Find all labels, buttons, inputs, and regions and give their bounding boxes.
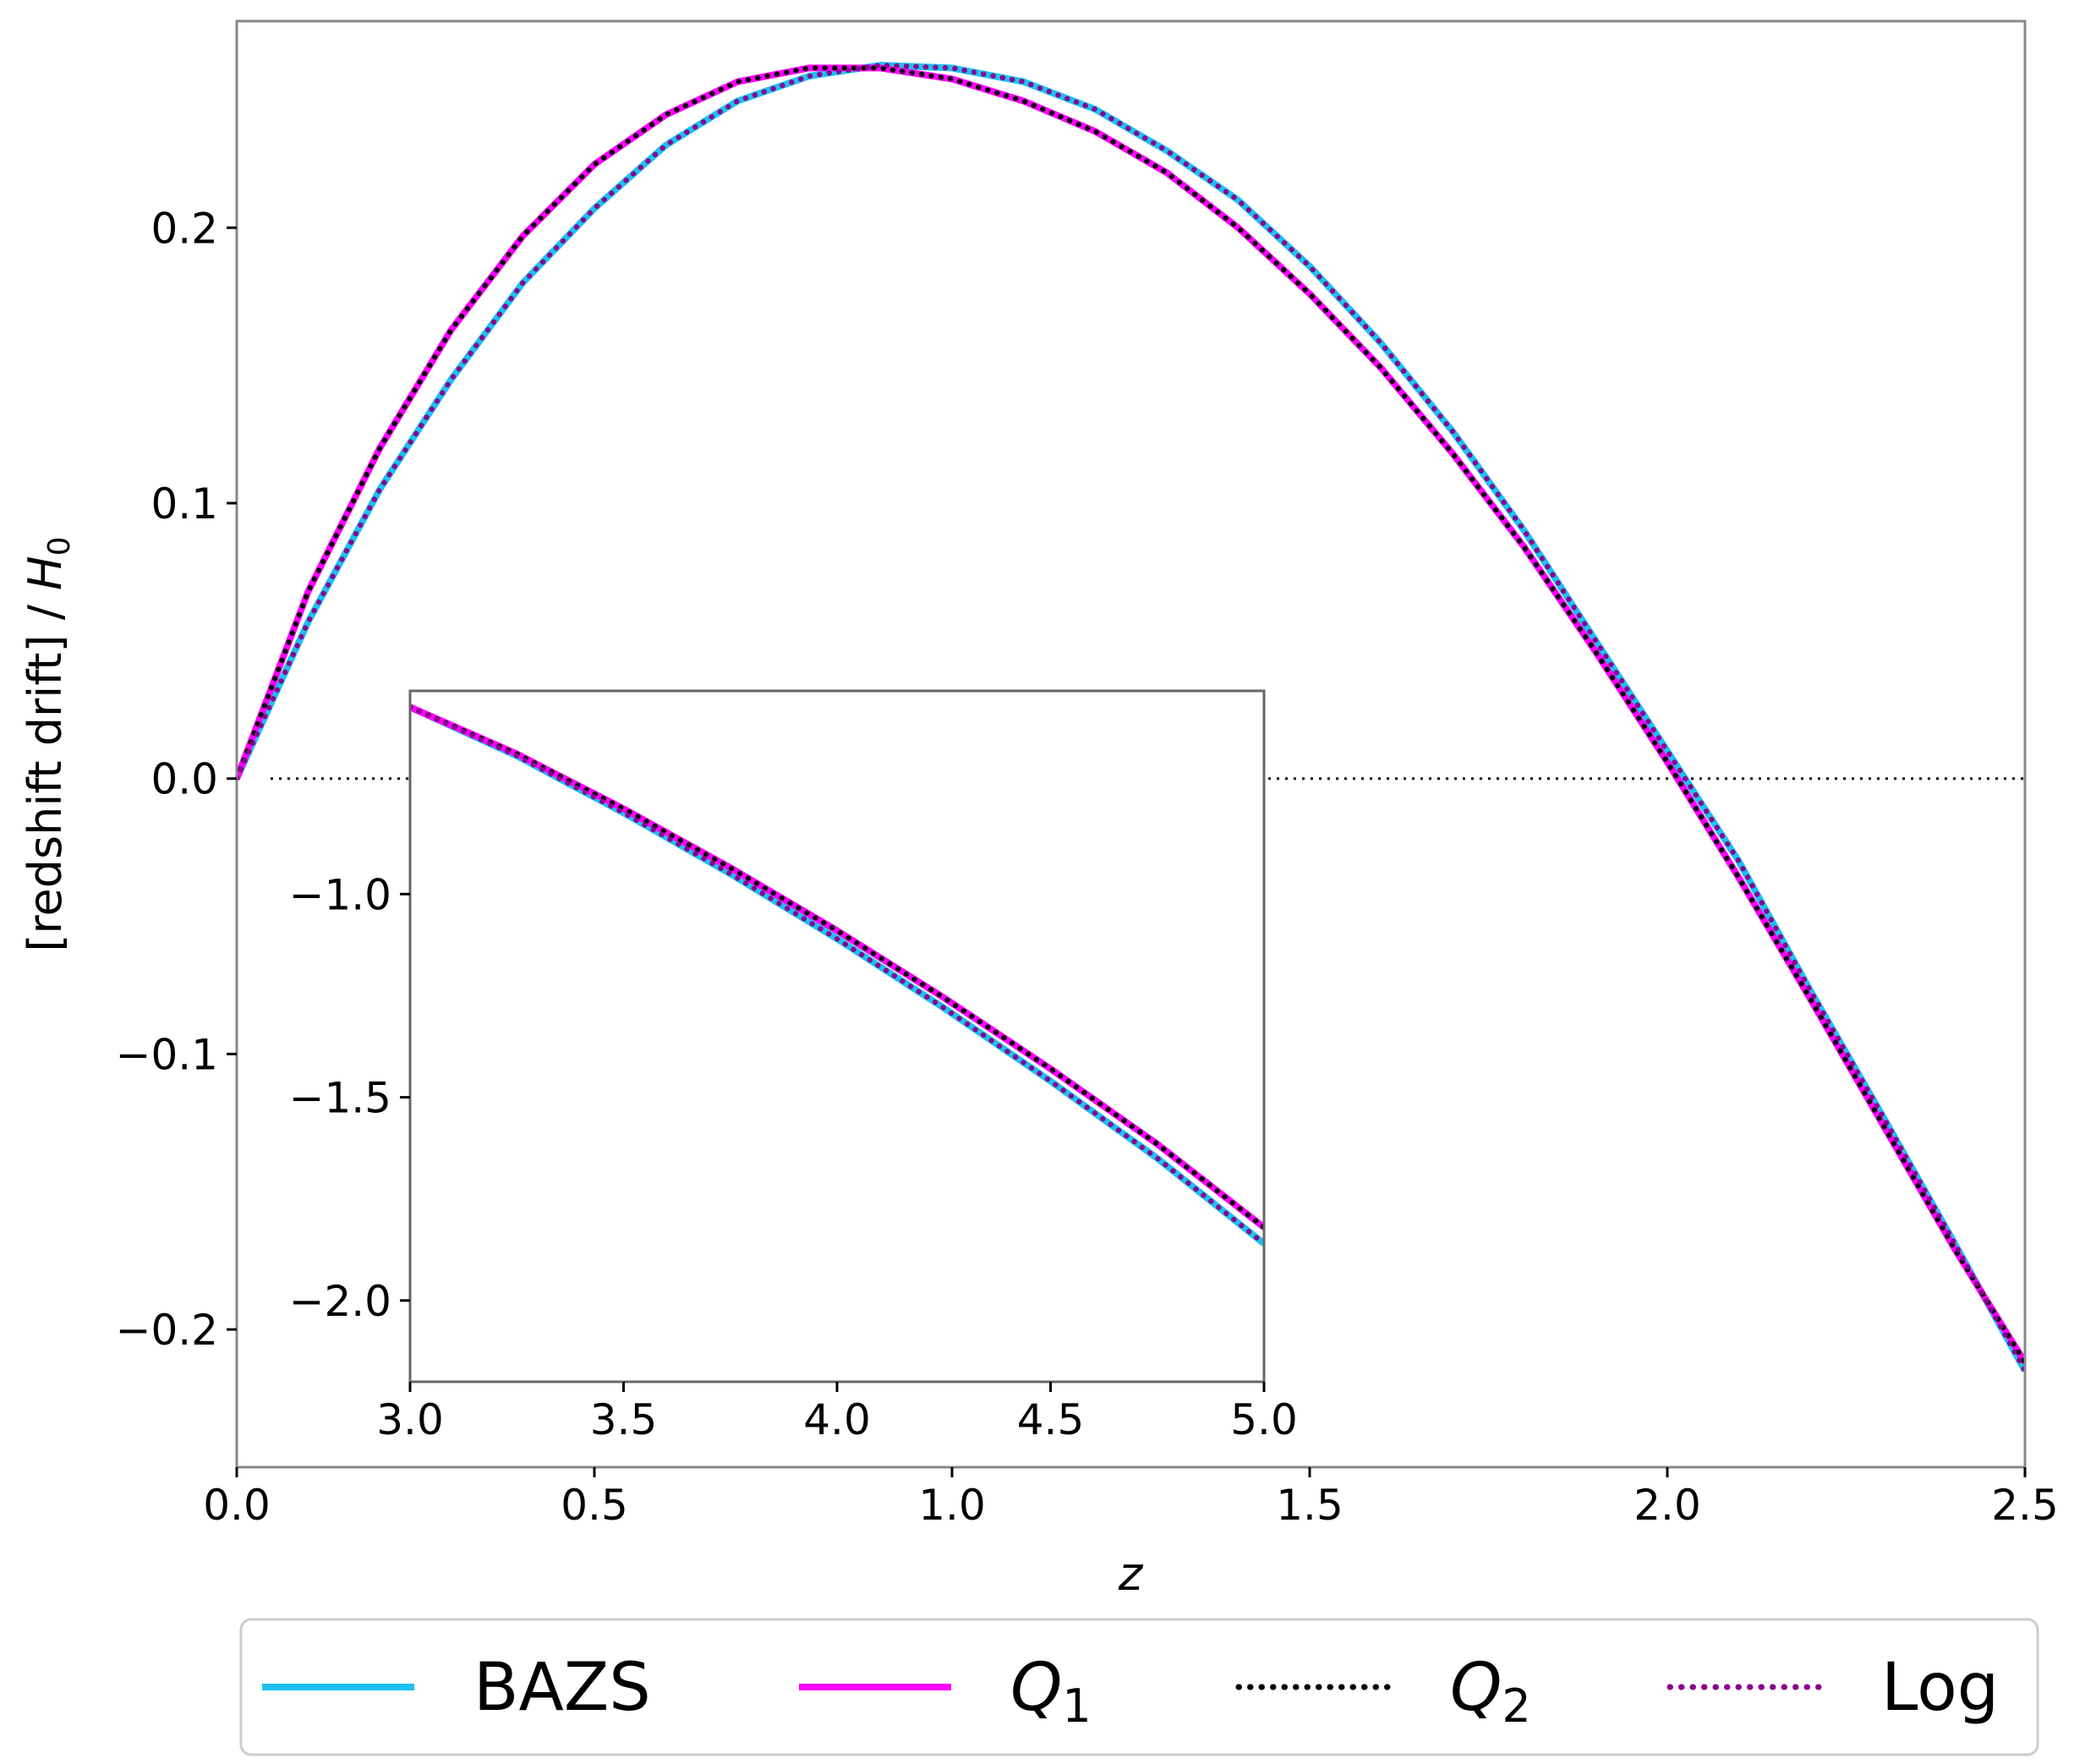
legend-entry-log: Log [1666, 1650, 1999, 1726]
inset-x-tick-label: 5.0 [1230, 1395, 1298, 1444]
inset-series-group [410, 704, 1264, 1246]
main-x-tick-label: 0.5 [561, 1481, 628, 1530]
main-y-axis: −0.2 −0.1 0.0 0.1 0.2 [116, 204, 237, 1355]
inset-series-log [410, 704, 1264, 1246]
main-plot-frame [235, 19, 2027, 1469]
main-y-tick-label: 0.0 [150, 755, 218, 804]
main-y-tick-label: −0.1 [116, 1030, 218, 1079]
inset-x-tick-label: 4.0 [803, 1395, 871, 1444]
y-axis-title-text: [redshift drift] / [19, 590, 72, 952]
inset-x-tick-label: 3.5 [590, 1395, 658, 1444]
legend-entry-q1: Q1 [799, 1650, 1092, 1733]
main-series-group [237, 62, 2025, 1373]
legend-entry-q2: Q2 [1235, 1650, 1531, 1733]
inset-y-axis: −1.0 −1.5 −2.0 [289, 870, 410, 1326]
legend-label-log: Log [1881, 1650, 1999, 1726]
inset-x-tick-label: 3.0 [376, 1395, 444, 1444]
main-x-tick-label: 2.5 [1991, 1481, 2059, 1530]
legend-entry-bazs: BAZS [262, 1650, 651, 1726]
inset-y-tick-label: −1.0 [289, 870, 391, 919]
inset-x-tick-label: 4.5 [1017, 1395, 1085, 1444]
main-series-log [237, 63, 2025, 1373]
main-y-tick-label: 0.1 [150, 479, 218, 529]
legend-entries: BAZS Q1 Q2 Log [262, 1650, 1999, 1733]
main-x-axis: 0.0 0.5 1.0 1.5 2.0 2.5 [203, 1467, 2059, 1530]
x-axis-title: z [1118, 1548, 1144, 1601]
main-x-tick-label: 2.0 [1633, 1481, 1701, 1530]
legend-label-bazs: BAZS [473, 1650, 651, 1726]
y-axis-title-var: H [19, 556, 72, 590]
main-y-tick-label: 0.2 [150, 204, 218, 253]
legend-frame [239, 1618, 2039, 1756]
main-y-tick-label: −0.2 [116, 1306, 218, 1355]
legend-label-q2: Q2 [1450, 1650, 1531, 1733]
main-series-q2 [237, 65, 2025, 1366]
inset-plot-area: 3.0 3.5 4.0 4.5 5.0 −1.0 −1.5 −2.0 [289, 689, 1298, 1444]
inset-plot-background [410, 691, 1264, 1382]
inset-y-tick-label: −1.5 [289, 1074, 391, 1123]
main-x-tick-label: 1.5 [1276, 1481, 1343, 1530]
inset-y-tick-label: −2.0 [289, 1277, 391, 1326]
main-x-tick-label: 1.0 [918, 1481, 986, 1530]
legend-label-q1: Q1 [1010, 1650, 1092, 1733]
main-x-tick-label: 0.0 [203, 1481, 271, 1530]
inset-x-axis: 3.0 3.5 4.0 4.5 5.0 [376, 1382, 1298, 1444]
y-axis-title-sub: 0 [42, 536, 77, 556]
y-axis-title: [redshift drift] / H0 [19, 536, 77, 951]
legend: BAZS Q1 Q2 Log [239, 1618, 2039, 1756]
